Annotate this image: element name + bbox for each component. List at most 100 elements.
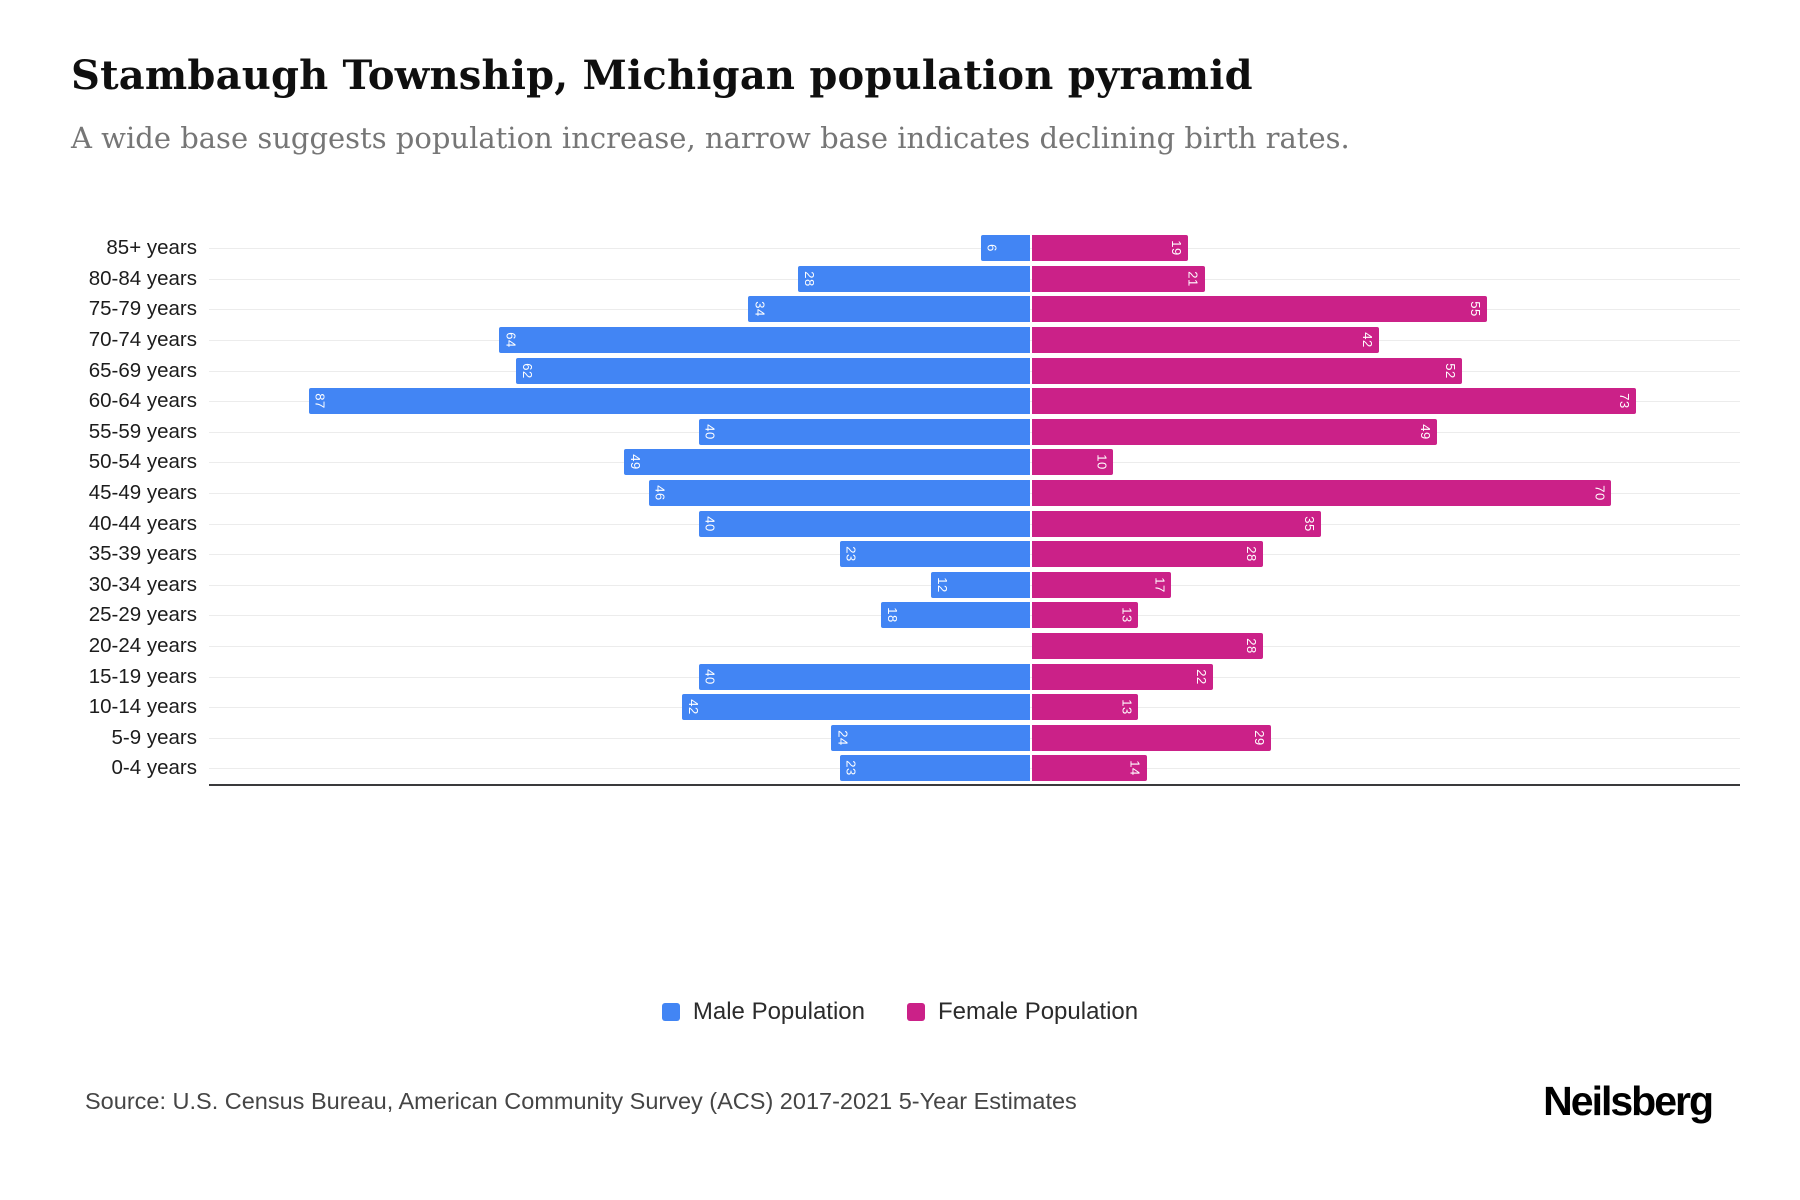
bar-value-label: 23	[843, 760, 859, 777]
age-group-label: 80-84 years	[88, 266, 197, 290]
source-text: Source: U.S. Census Bureau, American Com…	[85, 1088, 1077, 1114]
pyramid-row: 0-4 years 23 14	[60, 753, 1740, 784]
male-bar[interactable]: 62	[515, 357, 1031, 384]
female-bar[interactable]: 13	[1032, 602, 1139, 629]
female-bar[interactable]: 49	[1032, 418, 1438, 445]
bar-value-label: 13	[1119, 607, 1135, 624]
bar-value-label: 29	[1252, 730, 1268, 746]
female-legend-label: Female Population	[938, 997, 1139, 1025]
legend-item-female[interactable]: Female Population	[907, 998, 1138, 1026]
age-group-label: 45-49 years	[88, 481, 197, 505]
male-bar[interactable]: 23	[839, 541, 1031, 568]
bar-value-label: 28	[1243, 546, 1259, 562]
female-bar[interactable]: 55	[1032, 296, 1487, 323]
age-group-label: 5-9 years	[111, 725, 197, 749]
female-bar[interactable]: 19	[1032, 235, 1189, 262]
pyramid-row: 10-14 years 42 13	[60, 692, 1740, 723]
female-bar[interactable]: 28	[1032, 633, 1263, 660]
male-bar[interactable]: 40	[698, 663, 1031, 690]
female-bar[interactable]: 10	[1032, 449, 1114, 476]
female-bar[interactable]: 17	[1032, 571, 1172, 598]
male-bar[interactable]: 46	[648, 480, 1031, 507]
bar-value-label: 40	[702, 515, 718, 532]
bar-value-label: 87	[312, 393, 328, 409]
age-group-label: 85+ years	[106, 236, 197, 260]
female-legend-swatch	[907, 1002, 925, 1021]
pyramid-row: 20-24 years 28	[60, 631, 1740, 662]
female-bar[interactable]: 14	[1032, 755, 1147, 782]
age-group-label: 60-64 years	[88, 389, 197, 413]
bar-value-label: 22	[1193, 668, 1209, 685]
male-bar[interactable]: 24	[831, 724, 1031, 751]
age-group-label: 10-14 years	[88, 695, 197, 719]
male-bar[interactable]: 34	[748, 296, 1031, 323]
female-bar[interactable]: 73	[1032, 388, 1637, 415]
footer: Source: U.S. Census Bureau, American Com…	[0, 1078, 1800, 1125]
chart-title: Stambaugh Township, Michigan population …	[71, 52, 1253, 99]
male-bar[interactable]: 40	[698, 510, 1031, 537]
male-bar[interactable]: 64	[499, 327, 1031, 354]
female-bar[interactable]: 35	[1032, 510, 1321, 537]
pyramid-row: 75-79 years 34 55	[60, 294, 1740, 325]
bar-value-label: 21	[1185, 271, 1201, 287]
bar-value-label: 18	[885, 607, 901, 624]
male-bar[interactable]: 23	[839, 755, 1031, 782]
bar-value-label: 24	[835, 730, 851, 746]
female-bar[interactable]: 29	[1032, 724, 1272, 751]
male-legend-label: Male Population	[692, 997, 865, 1025]
bar-value-label: 46	[652, 485, 668, 501]
bar-value-label: 49	[627, 454, 643, 471]
female-bar[interactable]: 70	[1032, 480, 1612, 507]
bar-value-label: 62	[519, 362, 535, 379]
x-axis-line	[209, 783, 1740, 786]
female-bar[interactable]: 13	[1032, 694, 1139, 721]
female-bar[interactable]: 52	[1032, 357, 1462, 384]
gridline	[209, 248, 1740, 250]
bar-value-label: 40	[702, 668, 718, 685]
bar-value-label: 28	[1243, 638, 1259, 654]
male-bar[interactable]: 42	[681, 694, 1031, 721]
chart-legend: Male Population Female Population	[0, 998, 1800, 1026]
chart-subtitle: A wide base suggests population increase…	[71, 121, 1350, 155]
male-bar[interactable]: 87	[308, 388, 1031, 415]
bar-value-label: 13	[1119, 699, 1135, 715]
age-group-label: 50-54 years	[88, 450, 197, 474]
bar-value-label: 23	[843, 546, 859, 562]
bar-value-label: 40	[702, 424, 718, 440]
bar-value-label: 70	[1592, 485, 1608, 501]
male-bar[interactable]: 28	[798, 265, 1031, 292]
age-group-label: 30-34 years	[88, 572, 197, 596]
bar-value-label: 55	[1467, 301, 1483, 318]
female-bar[interactable]: 22	[1032, 663, 1213, 690]
female-bar[interactable]: 28	[1032, 541, 1263, 568]
pyramid-row: 80-84 years 28 21	[60, 264, 1740, 295]
bar-value-label: 64	[503, 332, 519, 348]
male-bar[interactable]: 6	[980, 235, 1031, 262]
pyramid-row: 15-19 years 40 22	[60, 661, 1740, 692]
age-group-label: 65-69 years	[88, 358, 197, 382]
age-group-label: 0-4 years	[111, 756, 197, 780]
pyramid-row: 60-64 years 87 73	[60, 386, 1740, 417]
age-group-label: 75-79 years	[88, 297, 197, 321]
male-bar[interactable]: 49	[623, 449, 1031, 476]
age-group-label: 20-24 years	[88, 634, 197, 658]
pyramid-row: 5-9 years 24 29	[60, 723, 1740, 754]
legend-item-male[interactable]: Male Population	[661, 997, 865, 1026]
age-group-label: 35-39 years	[88, 542, 197, 566]
male-bar[interactable]: 40	[698, 418, 1031, 445]
bar-value-label: 10	[1094, 454, 1110, 471]
gridline	[209, 646, 1740, 648]
bar-value-label: 12	[934, 577, 950, 593]
bar-value-label: 14	[1127, 760, 1143, 777]
population-pyramid-chart: 85+ years 6 19 80-84 years 28 21 75-79 years 34…	[60, 233, 1740, 786]
bar-value-label: 35	[1301, 515, 1317, 532]
pyramid-rows: 85+ years 6 19 80-84 years 28 21 75-79 years 34…	[60, 233, 1740, 784]
male-bar[interactable]: 18	[881, 602, 1031, 629]
female-bar[interactable]: 42	[1032, 327, 1379, 354]
bar-value-label: 17	[1152, 577, 1168, 593]
male-bar[interactable]: 12	[930, 571, 1031, 598]
age-group-label: 15-19 years	[88, 664, 197, 688]
female-bar[interactable]: 21	[1032, 265, 1205, 292]
bar-value-label: 42	[685, 699, 701, 715]
